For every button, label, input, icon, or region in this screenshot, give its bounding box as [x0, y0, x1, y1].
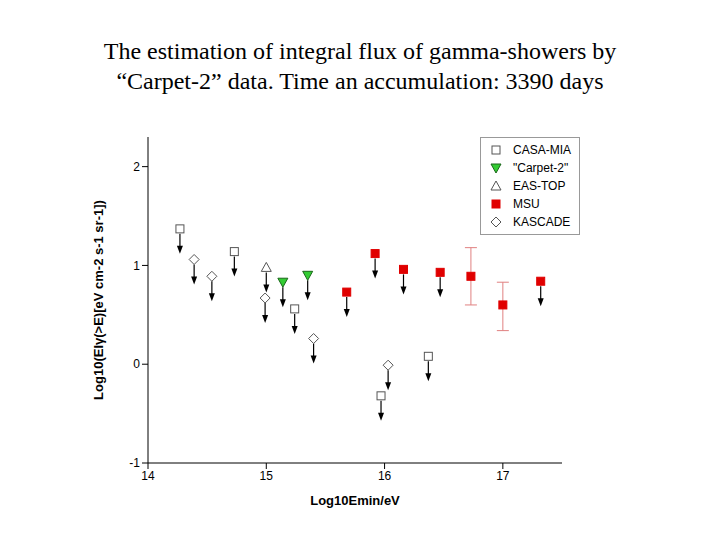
- svg-text:2: 2: [133, 160, 140, 174]
- svg-text:0: 0: [133, 357, 140, 371]
- html-text:MSU: MSU: [513, 197, 540, 211]
- html-text:EAS-TOP: EAS-TOP: [513, 179, 566, 193]
- svg-text:Log10(EIγ(>E)[eV cm-2 s-1 sr-1: Log10(EIγ(>E)[eV cm-2 s-1 sr-1]): [91, 200, 106, 400]
- svg-text:17: 17: [496, 469, 510, 483]
- html-text:The estimation of integral flu: The estimation of integral flux of gamma…: [103, 38, 617, 94]
- svg-text:Log10Emin/eV: Log10Emin/eV: [310, 493, 400, 508]
- svg-text:14: 14: [141, 469, 155, 483]
- html-text:CASA-MIA: CASA-MIA: [513, 143, 571, 157]
- html-text:"Carpet-2": "Carpet-2": [513, 161, 569, 175]
- svg-text:15: 15: [260, 469, 274, 483]
- svg-text:1: 1: [133, 259, 140, 273]
- svg-text:16: 16: [378, 469, 392, 483]
- html-text:KASCADE: KASCADE: [513, 215, 571, 229]
- svg-text:-1: -1: [129, 456, 140, 470]
